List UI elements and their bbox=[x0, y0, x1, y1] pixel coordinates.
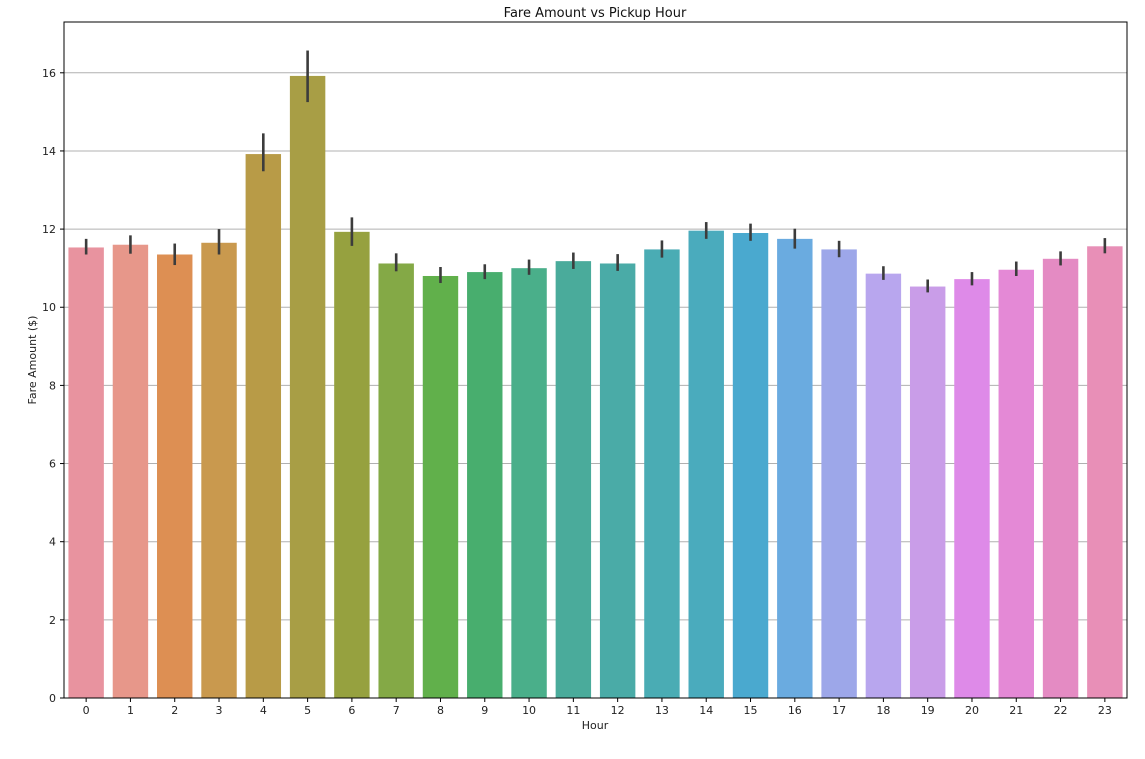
x-tick-label: 15 bbox=[744, 704, 758, 717]
y-tick-label: 0 bbox=[49, 692, 56, 705]
bar-hour-15 bbox=[732, 233, 769, 698]
x-tick-label: 4 bbox=[260, 704, 267, 717]
chart-title: Fare Amount vs Pickup Hour bbox=[504, 6, 687, 21]
x-tick-label: 8 bbox=[437, 704, 444, 717]
bar-hour-16 bbox=[777, 238, 813, 698]
x-tick-label: 17 bbox=[832, 704, 846, 717]
bar-hour-20 bbox=[954, 279, 990, 698]
x-tick-label: 13 bbox=[655, 704, 669, 717]
y-tick-label: 10 bbox=[42, 301, 56, 314]
bar-hour-17 bbox=[821, 249, 857, 698]
bar-hour-8 bbox=[422, 275, 459, 698]
bar-hour-7 bbox=[378, 263, 414, 698]
x-tick-label: 2 bbox=[171, 704, 178, 717]
bar-hour-9 bbox=[467, 272, 503, 698]
bar-hour-10 bbox=[511, 268, 547, 698]
gridlines bbox=[64, 72, 1127, 621]
x-tick-label: 14 bbox=[699, 704, 713, 717]
error-bars bbox=[84, 50, 1107, 293]
x-tick-label: 5 bbox=[304, 704, 311, 717]
x-tick-label: 7 bbox=[393, 704, 400, 717]
x-tick-label: 11 bbox=[566, 704, 580, 717]
bar-hour-2 bbox=[157, 254, 193, 698]
x-tick-label: 20 bbox=[965, 704, 979, 717]
y-tick-label: 2 bbox=[49, 614, 56, 627]
bar-hour-14 bbox=[688, 230, 724, 699]
bar-hour-23 bbox=[1087, 246, 1123, 699]
y-axis-label: Fare Amount ($) bbox=[26, 316, 39, 405]
y-tick-label: 16 bbox=[42, 67, 56, 80]
y-tick-label: 12 bbox=[42, 223, 56, 236]
bar-hour-22 bbox=[1042, 258, 1079, 698]
bar-hour-19 bbox=[909, 286, 946, 698]
x-tick-label: 3 bbox=[216, 704, 223, 717]
bar-hour-5 bbox=[289, 75, 326, 698]
bars bbox=[68, 75, 1123, 699]
y-tick-label: 4 bbox=[49, 536, 56, 549]
bar-hour-1 bbox=[112, 244, 149, 698]
x-tick-label: 23 bbox=[1098, 704, 1112, 717]
y-tick-label: 14 bbox=[42, 145, 56, 158]
x-tick-label: 12 bbox=[611, 704, 625, 717]
x-axis-ticks: 0 1 2 3 4 5 6 7 8 9 10 11 12 13 14 15 16 17 18 19 20 21 22 23 bbox=[83, 698, 1112, 717]
x-tick-label: 6 bbox=[348, 704, 355, 717]
bar-hour-12 bbox=[599, 263, 636, 698]
y-tick-label: 6 bbox=[49, 458, 56, 471]
x-tick-label: 9 bbox=[481, 704, 488, 717]
plot-frame bbox=[63, 21, 1128, 699]
bar-hour-6 bbox=[334, 231, 370, 698]
x-tick-label: 16 bbox=[788, 704, 802, 717]
bar-hour-4 bbox=[245, 154, 282, 699]
x-tick-label: 10 bbox=[522, 704, 536, 717]
bar-hour-0 bbox=[68, 247, 104, 699]
y-tick-label: 8 bbox=[49, 379, 56, 392]
x-tick-label: 22 bbox=[1054, 704, 1068, 717]
x-tick-label: 1 bbox=[127, 704, 134, 717]
bar-hour-11 bbox=[555, 261, 592, 698]
x-axis-label: Hour bbox=[582, 719, 609, 732]
x-tick-label: 18 bbox=[876, 704, 890, 717]
bar-hour-3 bbox=[201, 242, 237, 698]
bar-hour-21 bbox=[998, 269, 1034, 698]
y-axis-ticks: 0 2 4 6 8 10 12 14 16 bbox=[42, 67, 64, 705]
x-tick-label: 19 bbox=[921, 704, 935, 717]
x-tick-label: 21 bbox=[1009, 704, 1023, 717]
bar-hour-13 bbox=[644, 249, 680, 698]
x-tick-label: 0 bbox=[83, 704, 90, 717]
bar-hour-18 bbox=[865, 273, 902, 698]
